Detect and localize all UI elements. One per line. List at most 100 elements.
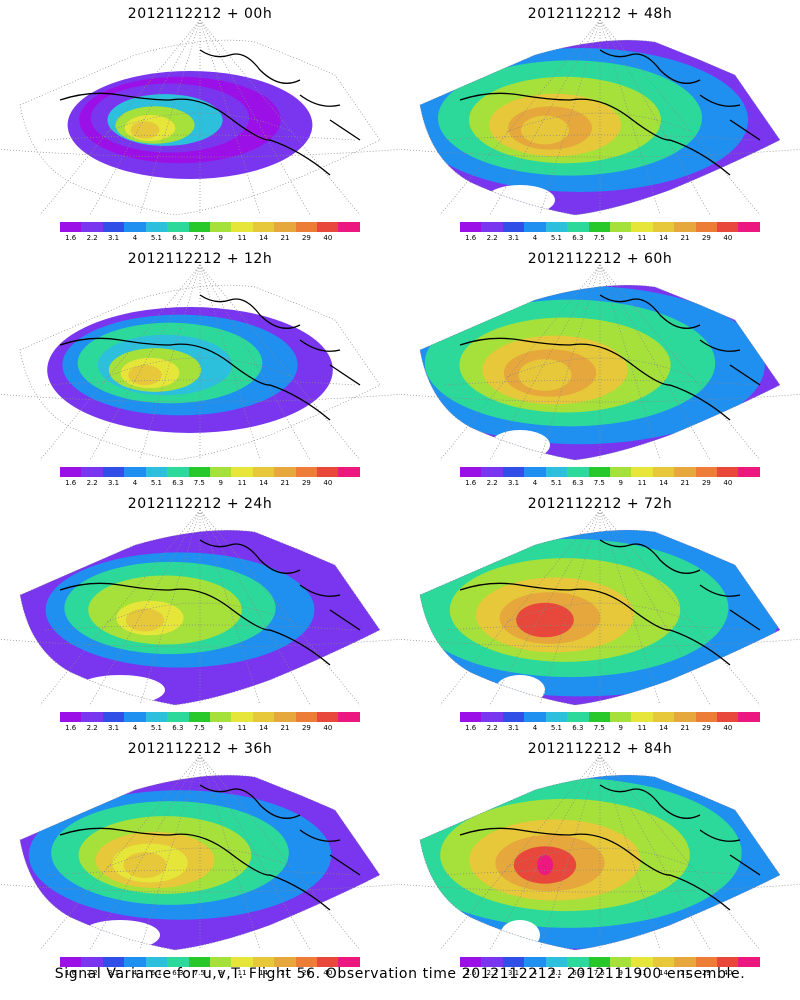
colorbar-swatch: [502, 222, 525, 232]
variance-map: [400, 264, 800, 461]
colorbar-tick-label: 9: [618, 234, 623, 242]
colorbar-tick-label: 29: [301, 479, 311, 487]
colorbar-swatch: [60, 222, 82, 232]
colorbar-swatch: [60, 712, 82, 722]
colorbar-tick-label: 1.6: [65, 724, 77, 732]
coastline: [59, 49, 361, 176]
colorbar-swatch: [102, 222, 125, 232]
colorbar-ticks: 1.6 2.2 3.1 4 5.1 6.3 7.5 9 11 14 21 29 40: [460, 969, 760, 979]
colorbar-swatch: [102, 957, 125, 967]
colorbar: [460, 712, 760, 722]
graticule: [400, 754, 800, 951]
colorbar-swatch: [631, 712, 653, 722]
colorbar-tick-label: 14: [659, 479, 669, 487]
colorbar-tick-label: 11: [237, 234, 247, 242]
colorbar-ticks: 1.6 2.2 3.1 4 5.1 6.3 7.5 9 11 14 21 29 40: [60, 479, 360, 489]
colorbar-tick-label: 5.1: [150, 969, 162, 977]
colorbar-swatch: [545, 957, 568, 967]
colorbar-swatch: [588, 712, 610, 722]
colorbar-tick-label: 40: [723, 234, 733, 242]
colorbar-tick-label: 11: [237, 724, 247, 732]
colorbar-tick-label: 2.2: [486, 969, 498, 977]
colorbar-tick-label: 1.6: [465, 969, 477, 977]
colorbar-swatch: [631, 957, 653, 967]
coastline: [59, 294, 361, 421]
colorbar-swatch: [695, 467, 718, 477]
colorbar-swatch: [188, 222, 210, 232]
map-panel: 2012112212 + 72h 1.6 2.2 3.1 4 5.1 6.3 7.5 9 11 14…: [400, 490, 800, 735]
colorbar-swatch: [502, 712, 525, 722]
graticule: [0, 19, 400, 216]
colorbar-swatch: [167, 222, 189, 232]
colorbar-tick-label: 3.1: [107, 724, 120, 732]
colorbar-swatch: [317, 957, 339, 967]
colorbar-swatch: [588, 957, 610, 967]
colorbar: [60, 957, 360, 967]
colorbar-swatch: [188, 712, 210, 722]
coastline: [459, 784, 761, 911]
colorbar-tick-label: 4: [132, 969, 138, 977]
colorbar-tick-label: 7.5: [193, 969, 205, 977]
colorbar-swatch: [209, 957, 232, 967]
variance-field: [420, 285, 780, 461]
variance-field: [20, 40, 380, 216]
colorbar-swatch: [609, 467, 632, 477]
colorbar-swatch: [145, 957, 168, 967]
colorbar-ticks: 1.6 2.2 3.1 4 5.1 6.3 7.5 9 11 14 21 29 40: [60, 969, 360, 979]
colorbar-swatch: [738, 712, 760, 722]
map-panel: 2012112212 + 60h 1.6 2.2 3.1 4 5.1 6.3 7.5 9 11 14…: [400, 245, 800, 490]
colorbar: [460, 957, 760, 967]
colorbar-swatch: [167, 712, 189, 722]
colorbar-tick-label: 40: [323, 479, 333, 487]
coastline: [59, 784, 361, 911]
colorbar-swatch: [738, 222, 760, 232]
colorbar-tick-label: 14: [659, 724, 669, 732]
colorbar-tick-label: 3.1: [507, 969, 520, 977]
colorbar-tick-label: 5.1: [150, 479, 162, 487]
colorbar-swatch: [524, 712, 546, 722]
colorbar-swatch: [481, 712, 503, 722]
colorbar-swatch: [188, 467, 210, 477]
colorbar-tick-label: 40: [323, 724, 333, 732]
colorbar-swatch: [674, 467, 696, 477]
variance-map: [0, 509, 400, 706]
colorbar: [60, 222, 360, 232]
variance-field: [420, 775, 780, 951]
panel-title: 2012112212 + 12h: [127, 251, 273, 267]
colorbar-tick-label: 40: [723, 724, 733, 732]
colorbar-ticks: 1.6 2.2 3.1 4 5.1 6.3 7.5 9 11 14 21 29 40: [460, 479, 760, 489]
map-panel: 2012112212 + 84h 1.6 2.2 3.1 4 5.1 6.3 7.5 9 11 14…: [400, 735, 800, 980]
colorbar-swatch: [252, 957, 275, 967]
colorbar-tick-label: 4: [532, 234, 538, 242]
variance-map: [0, 19, 400, 216]
colorbar-tick-label: 6.3: [572, 969, 584, 977]
colorbar-tick-label: 21: [680, 234, 690, 242]
colorbar-tick-label: 7.5: [593, 234, 605, 242]
colorbar-tick-label: 3.1: [107, 479, 120, 487]
colorbar-swatch: [338, 467, 360, 477]
colorbar-swatch: [717, 467, 739, 477]
colorbar-swatch: [524, 957, 546, 967]
colorbar-tick-label: 2.2: [86, 724, 98, 732]
colorbar-tick-label: 6.3: [172, 724, 184, 732]
colorbar-swatch: [695, 712, 718, 722]
colorbar-tick-label: 4: [132, 234, 138, 242]
colorbar-tick-label: 9: [218, 234, 223, 242]
colorbar-swatch: [460, 467, 482, 477]
coastline: [459, 539, 761, 666]
map-panel: 2012112212 + 00h 1.6 2.2 3.1 4 5.1 6.3 7.5 9 11 14…: [0, 0, 400, 245]
colorbar-tick-label: 29: [301, 234, 311, 242]
colorbar-swatch: [124, 467, 146, 477]
colorbar-swatch: [652, 222, 675, 232]
colorbar-swatch: [545, 712, 568, 722]
colorbar-tick-label: 3.1: [507, 234, 520, 242]
colorbar-swatch: [717, 957, 739, 967]
variance-field: [20, 285, 380, 460]
colorbar-tick-label: 21: [680, 479, 690, 487]
panel-title: 2012112212 + 84h: [527, 741, 673, 757]
colorbar-tick-label: 29: [701, 969, 711, 977]
colorbar-tick-label: 21: [280, 234, 290, 242]
colorbar-swatch: [567, 467, 589, 477]
colorbar-swatch: [231, 712, 253, 722]
colorbar-swatch: [481, 222, 503, 232]
